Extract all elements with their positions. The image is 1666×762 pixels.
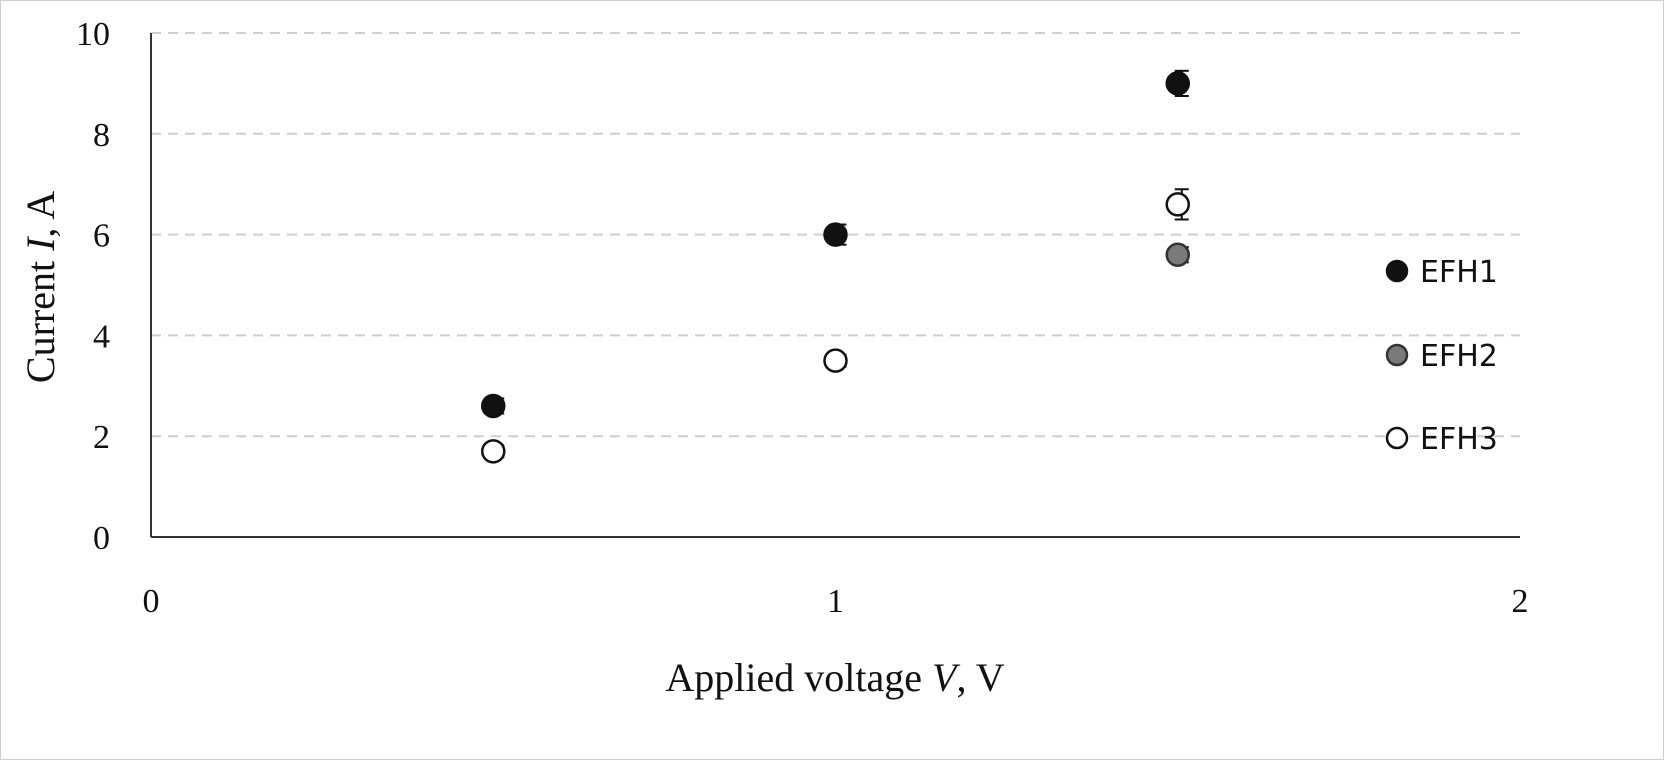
legend-label: EFH3 [1420, 422, 1498, 457]
data-point-efh1 [1165, 71, 1190, 96]
legend-label: EFH1 [1420, 255, 1498, 290]
error-bars [490, 69, 1189, 459]
data-points [481, 71, 1190, 464]
legend-marker [1385, 426, 1409, 450]
data-point-efh1 [481, 393, 506, 419]
data-point-efh2 [1165, 242, 1190, 268]
y-tick-labels: 0 2 4 6 8 10 [76, 16, 110, 557]
y-tick-label: 10 [76, 16, 110, 53]
legend-item-efh1: EFH1 [1385, 255, 1498, 290]
legend-label: EFH2 [1420, 339, 1498, 374]
x-tick-label: 1 [827, 583, 844, 620]
y-tick-label: 2 [93, 419, 110, 456]
x-tick-label: 2 [1512, 583, 1529, 620]
y-tick-label: 4 [93, 318, 110, 355]
y-tick-label: 8 [93, 117, 110, 154]
y-tick-label: 6 [93, 218, 110, 255]
legend-marker [1385, 259, 1409, 283]
axes [150, 33, 1520, 538]
data-point-efh3 [823, 348, 848, 373]
legend-item-efh3: EFH3 [1385, 422, 1498, 457]
data-point-efh3 [1165, 192, 1190, 217]
gridlines [151, 32, 1520, 438]
legend-item-efh2: EFH2 [1385, 339, 1498, 374]
legend: EFH1 EFH2 EFH3 [1385, 255, 1498, 457]
y-axis-title: Current I, A [18, 191, 63, 383]
legend-marker [1385, 343, 1409, 367]
x-tick-label: 0 [143, 583, 160, 620]
x-tick-labels: 0 1 2 [143, 583, 1529, 620]
data-point-efh3 [481, 439, 506, 464]
y-tick-label: 0 [93, 520, 110, 557]
x-axis-title: Applied voltage V, V [665, 655, 1004, 700]
data-point-efh1 [823, 222, 848, 247]
